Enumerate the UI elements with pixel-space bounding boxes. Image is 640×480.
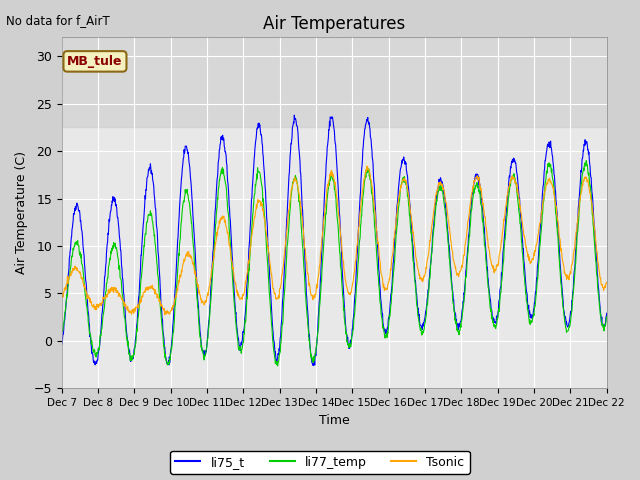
li75_t	[179, 159, 187, 165]
li77_temp	[58, 330, 66, 336]
li75_t	[291, 112, 298, 118]
Title: Air Temperatures: Air Temperatures	[263, 15, 405, 33]
Tsonic	[161, 312, 168, 318]
li77_temp	[240, 331, 248, 337]
Tsonic	[241, 289, 248, 295]
li75_t	[539, 188, 547, 193]
li75_t	[603, 311, 611, 316]
Text: MB_tule: MB_tule	[67, 55, 123, 68]
Line: li77_temp: li77_temp	[62, 161, 607, 366]
li77_temp	[166, 356, 173, 361]
li77_temp	[274, 363, 282, 369]
li75_t	[166, 360, 173, 366]
Tsonic	[363, 163, 371, 169]
li75_t	[420, 320, 428, 326]
li77_temp	[582, 158, 590, 164]
li77_temp	[419, 328, 427, 334]
li77_temp	[179, 201, 187, 206]
Tsonic	[603, 279, 611, 285]
Line: Tsonic: Tsonic	[62, 166, 607, 315]
Tsonic	[58, 296, 66, 301]
Text: No data for f_AirT: No data for f_AirT	[6, 14, 110, 27]
Tsonic	[539, 202, 547, 207]
Tsonic	[166, 309, 174, 315]
li75_t	[58, 342, 66, 348]
Tsonic	[420, 276, 428, 282]
Line: li75_t: li75_t	[62, 115, 607, 366]
Y-axis label: Air Temperature (C): Air Temperature (C)	[15, 151, 28, 275]
li77_temp	[603, 314, 611, 320]
li75_t	[491, 319, 499, 325]
li75_t	[240, 327, 248, 333]
Legend: li75_t, li77_temp, Tsonic: li75_t, li77_temp, Tsonic	[170, 451, 470, 474]
X-axis label: Time: Time	[319, 414, 349, 427]
Tsonic	[491, 266, 499, 272]
Tsonic	[179, 260, 187, 266]
Bar	[62, 37, 607, 128]
li75_t	[309, 363, 317, 369]
li77_temp	[538, 211, 546, 216]
li77_temp	[490, 324, 498, 330]
